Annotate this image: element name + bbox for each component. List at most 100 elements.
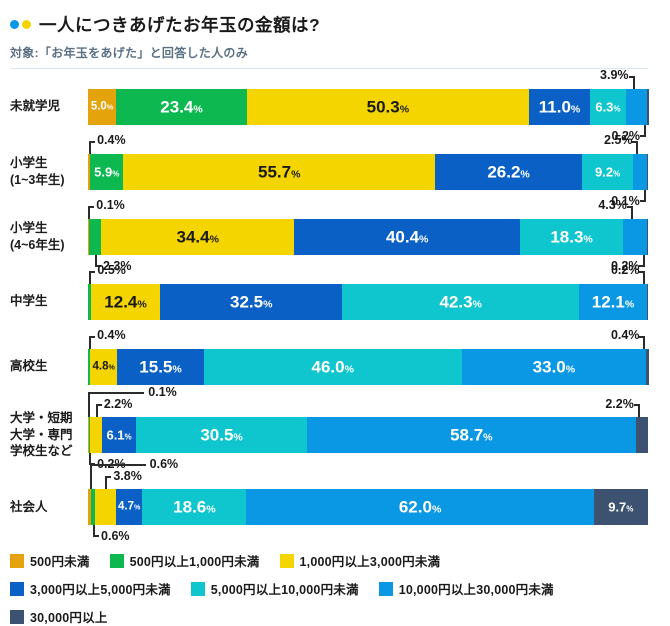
callout-connector [95, 404, 102, 417]
bar-segment [88, 417, 90, 453]
callout-connector [639, 254, 646, 267]
callout-value: 0.1% [148, 384, 177, 399]
bar-segment [647, 88, 649, 125]
callout-connector [626, 205, 633, 219]
segment-value: 58.7% [450, 425, 493, 445]
callout-connector [628, 75, 635, 89]
legend-item: 500円以上1,000円未満 [109, 551, 260, 570]
legend-row: 30,000円以上 [10, 607, 648, 626]
blue-dot-icon [10, 20, 19, 29]
callout-value: 2.5% [603, 133, 633, 147]
category-label: 未就学児 [10, 99, 61, 114]
callout-connector [639, 270, 646, 284]
bar-segment [294, 218, 521, 255]
bar-segment [101, 218, 295, 255]
bar-segment [593, 489, 648, 525]
callout-value: 2.2% [103, 396, 133, 411]
callout-value: 0.6% [149, 456, 179, 471]
bar-segment [203, 348, 462, 385]
legend-label: 10,000円以上30,000円未満 [398, 583, 554, 597]
legend-swatch [10, 609, 24, 624]
bar-segment [528, 88, 591, 125]
stacked-bar: 0.4% 5.9% 55.7% 26.2% 9.2% 2.5% 0.1% [88, 134, 648, 207]
bar-segment [635, 417, 648, 453]
callout-value: 0.2% [610, 263, 640, 277]
bar-segment [136, 417, 307, 453]
bar-segment [123, 153, 436, 190]
callout-value: 0.2% [610, 258, 640, 273]
category-label: 小学生 (4~6年生) [10, 220, 65, 252]
title-row: 一人につきあげたお年玉の金額は? [10, 12, 648, 37]
category-label: 大学・短期 大学・専門 学校生など [10, 410, 73, 459]
legend-label: 5,000円以上10,000円未満 [210, 583, 359, 597]
legend-swatch [109, 553, 124, 568]
segment-value: 62.0% [398, 497, 442, 517]
segment-value: 12.1% [591, 292, 635, 311]
callout-value: 0.4% [97, 328, 126, 342]
bar-segment [90, 348, 118, 385]
legend-label: 30,000円以上 [30, 611, 108, 625]
bar-segment [116, 88, 248, 125]
callout-value: 0.4% [97, 133, 126, 147]
callout-connector [89, 464, 146, 489]
legend-item: 500円未満 [10, 551, 90, 570]
chart-row: 中学生 0.5% 12.4% 32.5% 42.3% 12.1% 0.2% [10, 264, 648, 334]
legend-item: 1,000円以上3,000円未満 [279, 551, 441, 570]
callout-value: 0.5% [97, 263, 126, 277]
page-title: 一人につきあげたお年玉の金額は? [39, 15, 321, 35]
segment-value: 5.9% [94, 163, 120, 179]
stacked-bar: 0.5% 12.4% 32.5% 42.3% 12.1% 0.2% [88, 264, 648, 320]
category-label: 高校生 [10, 359, 48, 374]
segment-value: 11.0% [538, 97, 581, 116]
callout-value: 0.1% [611, 193, 640, 208]
callout-connector [88, 392, 145, 417]
callout-connector [633, 404, 640, 417]
legend-row: 3,000円以上5,000円未満 5,000円以上10,000円未満 10,000円… [10, 579, 648, 598]
legend-item: 3,000円以上5,000円未満 [10, 579, 171, 598]
stacked-bar: 0.1% 0.2% 2.2% 6.1% 30.5% 58.7% 2.2% [88, 385, 648, 470]
segment-value: 26.2% [487, 162, 530, 181]
segment-value: 4.7% [117, 500, 141, 513]
callout-connector [105, 476, 112, 489]
bar-segment [102, 417, 137, 453]
callout-connector [640, 124, 646, 137]
segment-value: 23.4% [160, 97, 203, 116]
segment-value: 30.5% [200, 425, 243, 445]
segment-value: 12.4% [104, 292, 147, 311]
bar-segment [90, 153, 124, 190]
legend-label: 500円未満 [30, 555, 90, 569]
chart-rows: 未就学児 5.0% 23.4% 50.3% 11.0% 6.3% 3.9% 0.2% 小学生 (… [10, 69, 649, 543]
legend-label: 3,000円以上5,000円未満 [30, 583, 171, 597]
legend-swatch [10, 581, 24, 596]
segment-value: 5.0% [90, 99, 114, 112]
segment-value: 9.2% [595, 163, 621, 179]
bar-segment [160, 283, 343, 320]
callout-value: 3.9% [600, 68, 629, 82]
bar-segment [520, 218, 623, 255]
chart-row: 社会人 0.6% 0.6% 3.8% 4.7% 18.6% 62.0% 9.7% [10, 457, 648, 543]
segment-value: 46.0% [311, 357, 354, 376]
stacked-bar: 0.1% 2.3% 34.4% 40.4% 18.3% 4.3% 0.2% [88, 199, 648, 272]
segment-value: 6.3% [595, 98, 621, 114]
segment-value: 40.4% [385, 227, 429, 246]
bar-segment [117, 348, 204, 385]
callout-connector [88, 205, 95, 219]
bar-segment [647, 153, 648, 190]
callout-connector [639, 335, 646, 349]
callout-connector [89, 270, 96, 284]
bar-segment [90, 283, 161, 320]
bar-segment [342, 283, 580, 320]
bar-segment [590, 88, 626, 125]
segment-value: 4.8% [92, 359, 115, 372]
callout-value: 0.4% [610, 328, 640, 342]
chart-row: 小学生 (1~3年生) 0.4% 5.9% 55.7% 26.2% 9.2% 2.5% 0.1… [10, 134, 648, 207]
yellow-dot-icon [22, 20, 31, 29]
bar-segment [88, 348, 91, 385]
callout-value: 0.2% [611, 128, 641, 143]
callout-value: 2.3% [103, 258, 132, 273]
segment-value: 18.6% [173, 497, 216, 517]
bar-segment [646, 218, 648, 255]
bar-segment [435, 153, 582, 190]
chart-subtitle: 対象:「お年玉をあげた」と回答した人のみ [10, 46, 248, 60]
callout-value: 2.2% [605, 396, 634, 411]
